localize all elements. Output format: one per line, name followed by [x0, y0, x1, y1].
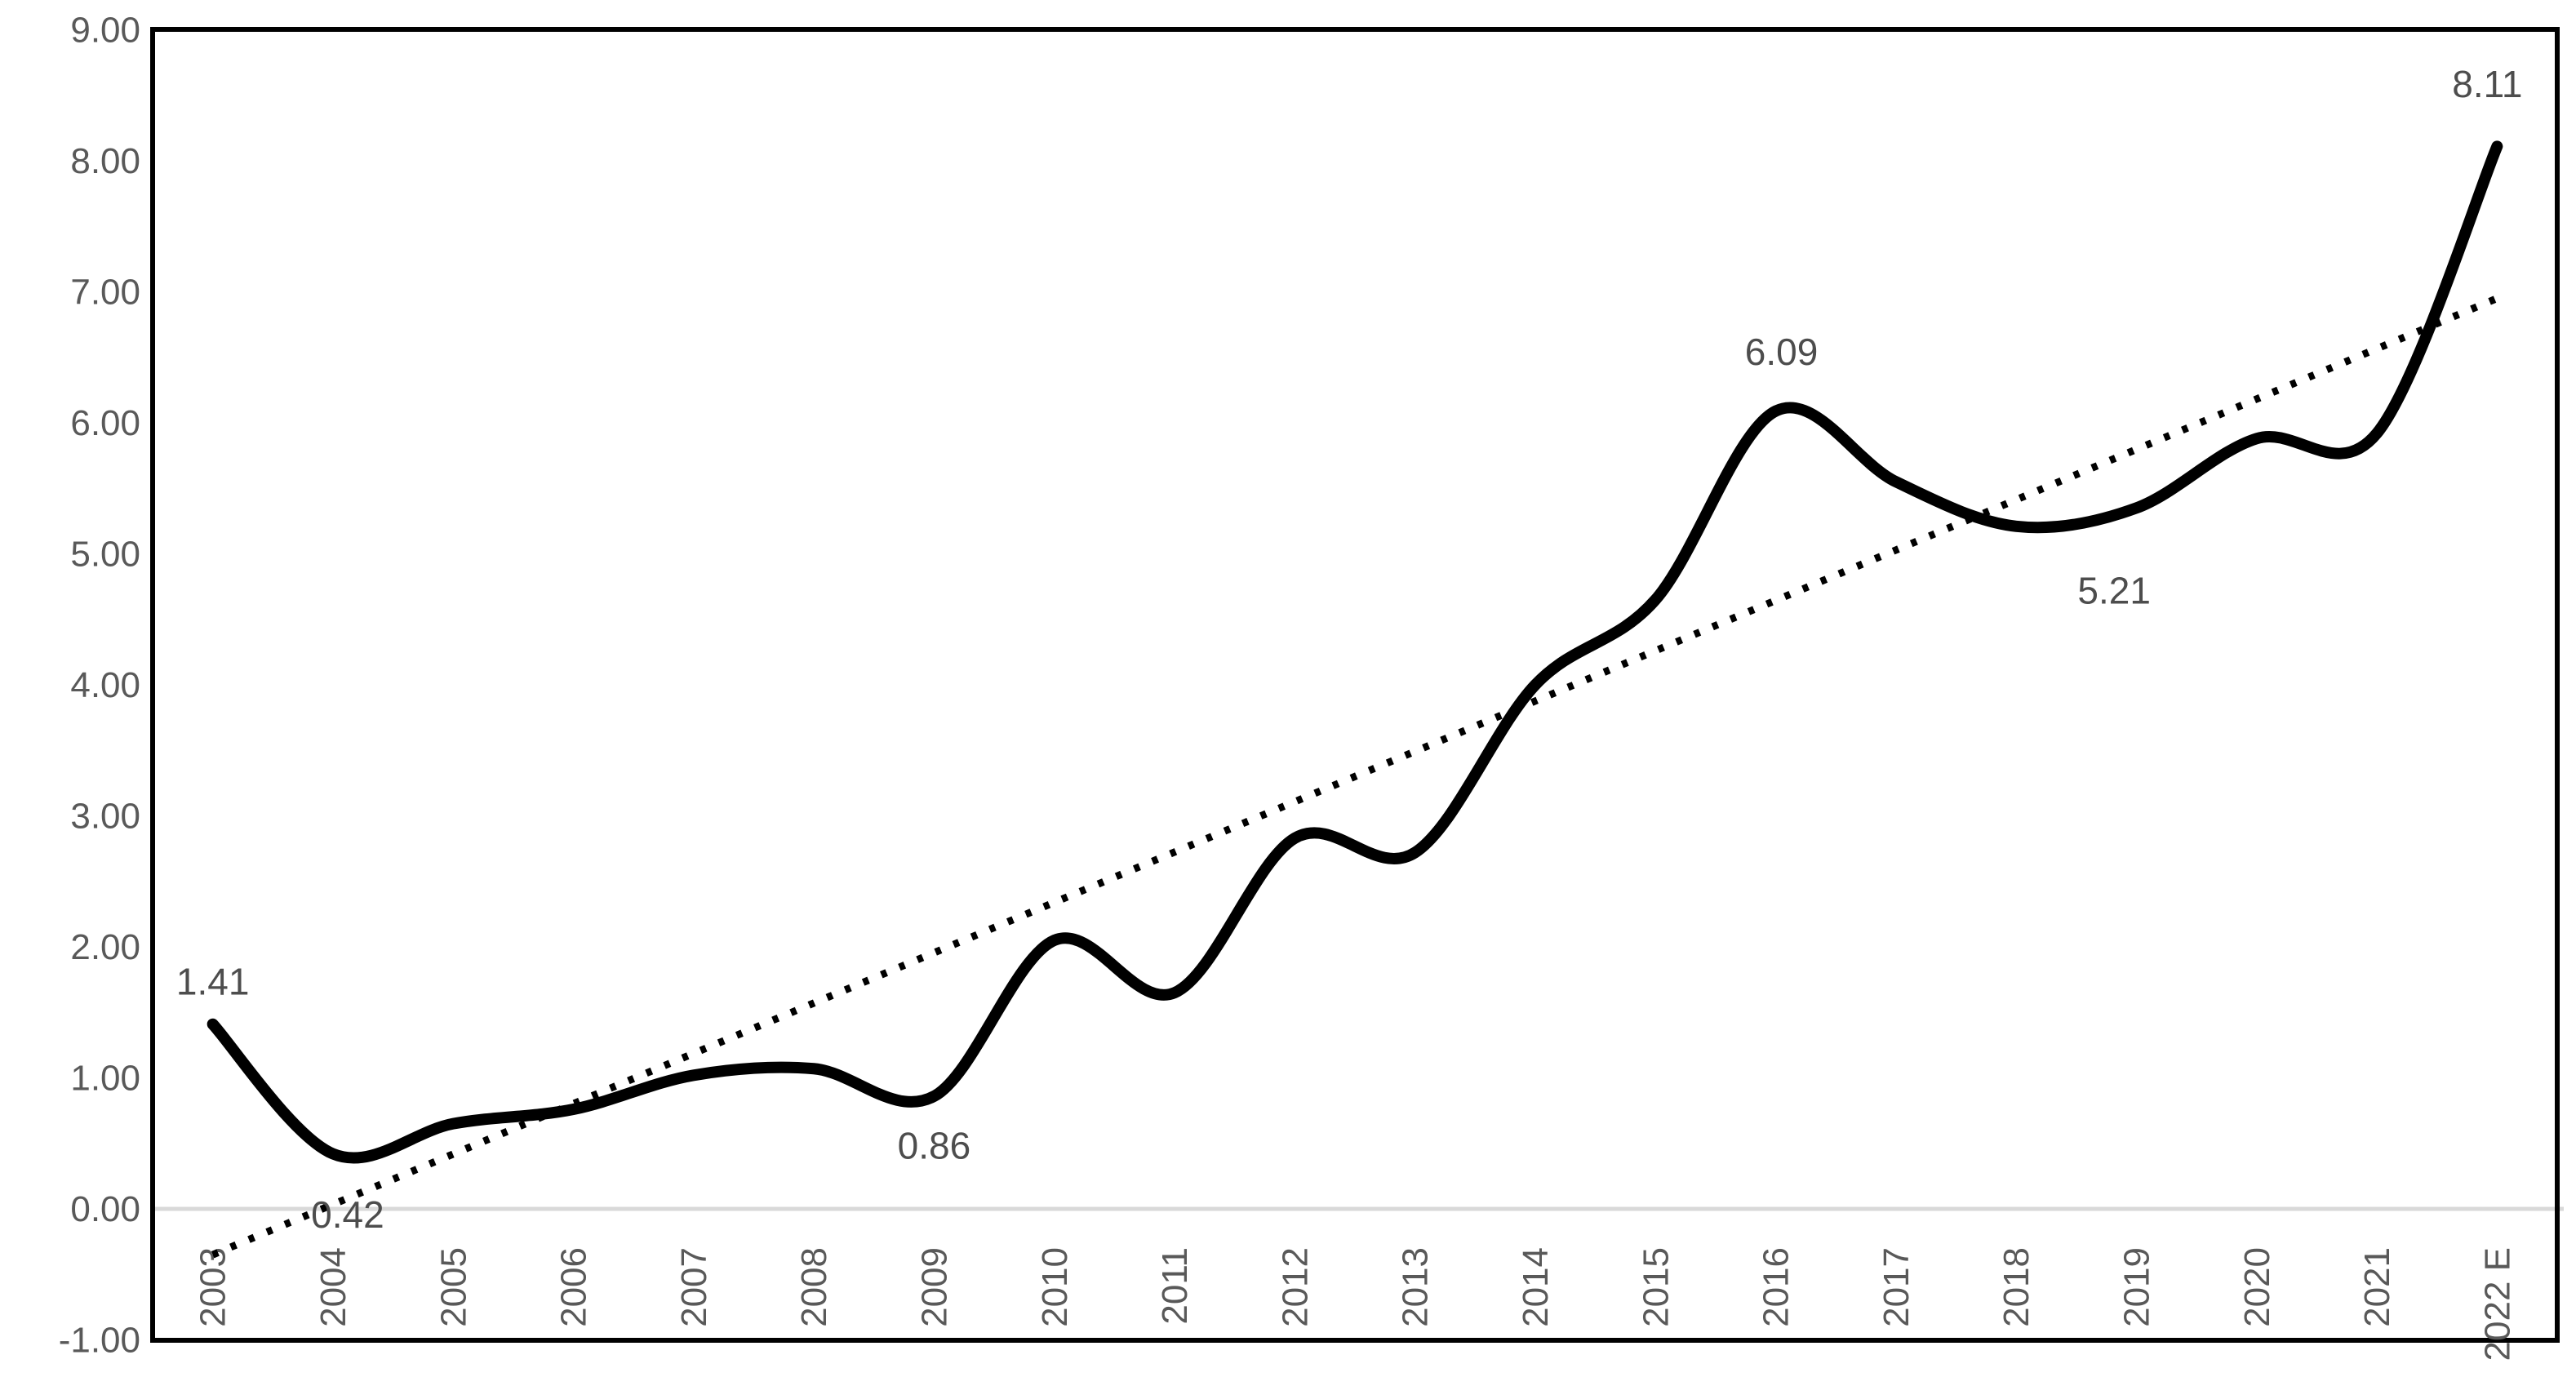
x-axis-tick-label: 2013 [1396, 1247, 1436, 1327]
x-axis-tick-label: 2005 [433, 1247, 473, 1327]
data-label: 5.21 [2077, 569, 2151, 611]
y-axis-tick-label: 7.00 [70, 272, 140, 312]
x-axis-tick-label: 2021 [2357, 1247, 2397, 1327]
y-axis-tick-label: 3.00 [70, 796, 140, 836]
data-label: 6.09 [1745, 331, 1819, 373]
x-axis-tick-label: 2012 [1275, 1247, 1315, 1327]
x-axis-tick-label: 2010 [1035, 1247, 1075, 1327]
x-axis-tick-label: 2006 [554, 1247, 594, 1327]
y-axis-tick-label: 4.00 [70, 665, 140, 705]
x-axis-tick-label: 2017 [1876, 1247, 1916, 1327]
data-series-line [207, 140, 2503, 1164]
x-axis-tick-label: 2003 [193, 1247, 233, 1327]
x-axis-tick-label: 2011 [1155, 1247, 1195, 1325]
y-axis-tick-label: -1.00 [59, 1320, 140, 1360]
x-axis-tick-label: 2016 [1757, 1247, 1797, 1327]
data-label: 0.86 [898, 1125, 971, 1167]
x-axis-tick-label: 2004 [313, 1247, 353, 1327]
y-axis-tick-label: 2.00 [70, 927, 140, 967]
data-label: 0.42 [311, 1193, 384, 1236]
x-axis-tick-label: 2015 [1636, 1247, 1676, 1327]
y-axis-tick-label: 8.00 [70, 141, 140, 181]
x-axis-tick-label: 2014 [1516, 1247, 1556, 1327]
data-label: 8.11 [2452, 63, 2522, 105]
plot-area-border [150, 27, 2560, 1343]
y-axis-tick-label: 6.00 [70, 403, 140, 443]
x-axis-tick-label: 2007 [674, 1247, 714, 1327]
data-label: 1.41 [176, 960, 250, 1002]
x-axis-tick-label: 2019 [2116, 1247, 2156, 1327]
x-axis-tick-label: 2009 [914, 1247, 954, 1327]
y-axis-tick-label: 1.00 [70, 1058, 140, 1098]
x-axis-tick-label: 2008 [794, 1247, 834, 1327]
x-axis-tick-label: 2020 [2237, 1247, 2277, 1327]
y-axis-tick-label: 5.00 [70, 534, 140, 574]
trendline-dotted [211, 295, 2499, 1259]
x-axis-tick-label: 2018 [1996, 1247, 2036, 1327]
y-axis-tick-label: 0.00 [70, 1189, 140, 1229]
x-axis-tick-label: 2022 E [2477, 1247, 2517, 1361]
y-axis-tick-label: 9.00 [70, 10, 140, 50]
